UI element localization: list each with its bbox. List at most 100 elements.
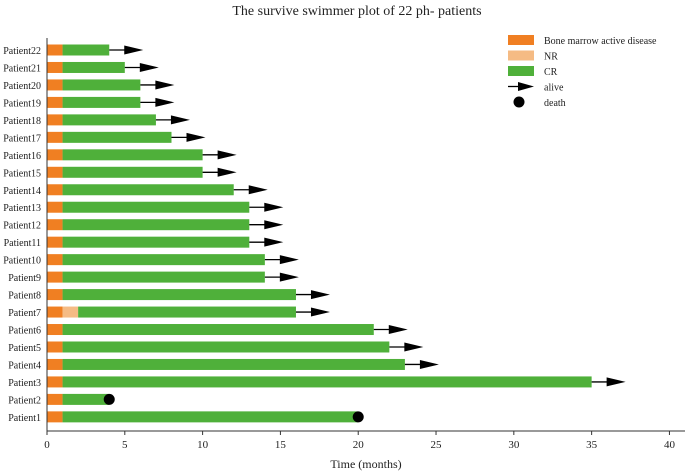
disease-segment: [47, 166, 63, 178]
disease-segment: [47, 219, 63, 231]
alive-arrow: [249, 202, 284, 212]
legend-swatch: [508, 50, 534, 61]
x-tick-label: 30: [508, 439, 520, 451]
patient-row: Patient20: [3, 79, 175, 92]
patient-label: Patient12: [3, 221, 41, 232]
alive-arrow-head: [264, 202, 284, 212]
cr-segment: [62, 201, 250, 213]
alive-arrow: [295, 307, 330, 317]
patient-row: Patient9: [8, 271, 299, 284]
patient-row: Patient4: [8, 358, 439, 371]
alive-arrow: [264, 255, 299, 265]
disease-segment: [47, 61, 63, 73]
alive-arrow-head: [217, 150, 237, 160]
x-tick-label: 25: [431, 439, 443, 451]
legend-label: Bone marrow active disease: [544, 36, 657, 47]
cr-segment: [62, 166, 203, 178]
legend-label: NR: [544, 52, 558, 63]
disease-segment: [47, 149, 63, 161]
patient-row: Patient11: [4, 236, 284, 249]
alive-arrow: [109, 45, 144, 55]
legend-item: Bone marrow active disease: [508, 35, 657, 47]
cr-segment: [62, 96, 141, 108]
disease-segment: [47, 131, 63, 143]
legend-arrow-head: [518, 82, 534, 91]
x-tick-label: 5: [122, 439, 128, 451]
alive-arrow: [249, 237, 284, 247]
patient-row: Patient3: [8, 376, 626, 389]
disease-segment: [47, 114, 63, 126]
disease-segment: [47, 324, 63, 336]
alive-arrow-head: [419, 359, 439, 369]
alive-arrow-head: [217, 167, 237, 177]
disease-segment: [47, 358, 63, 370]
cr-segment: [62, 79, 141, 91]
patient-row: Patient8: [8, 289, 330, 302]
legend-swatch: [508, 35, 534, 45]
alive-arrow-head: [155, 97, 175, 107]
disease-segment: [47, 376, 63, 388]
patient-row: Patient10: [3, 254, 299, 267]
cr-segment: [62, 44, 110, 56]
patient-row: Patient1: [8, 411, 364, 424]
patient-row: Patient14: [3, 184, 268, 197]
alive-arrow-head: [264, 237, 284, 247]
patient-label: Patient18: [3, 116, 41, 127]
legend-swatch: [508, 66, 534, 76]
patient-label: Patient10: [3, 256, 41, 267]
disease-segment: [47, 289, 63, 301]
cr-segment: [62, 131, 172, 143]
patient-label: Patient14: [3, 186, 41, 197]
alive-arrow: [202, 150, 237, 160]
patient-label: Patient1: [8, 413, 41, 424]
patient-label: Patient3: [8, 378, 41, 389]
patient-label: Patient20: [3, 81, 41, 92]
patient-row: Patient5: [8, 341, 424, 354]
alive-arrow: [202, 167, 237, 177]
patient-label: Patient2: [8, 395, 41, 406]
alive-arrow-head: [404, 342, 424, 352]
legend-item: death: [513, 96, 566, 109]
x-tick-label: 0: [44, 439, 50, 451]
cr-segment: [62, 219, 250, 231]
cr-segment: [62, 393, 110, 405]
alive-arrow-head: [124, 45, 144, 55]
alive-arrow: [233, 185, 268, 195]
disease-segment: [47, 44, 63, 56]
alive-arrow-head: [388, 325, 408, 335]
patient-row: Patient7: [8, 306, 330, 319]
alive-arrow: [155, 115, 190, 125]
alive-arrow: [249, 220, 284, 230]
patient-label: Patient13: [3, 203, 41, 214]
legend-item: NR: [508, 50, 558, 63]
nr-segment: [62, 306, 79, 318]
cr-segment: [62, 324, 374, 336]
disease-segment: [47, 306, 63, 318]
cr-segment: [62, 289, 296, 301]
alive-arrow-head: [186, 132, 206, 142]
legend-item: CR: [508, 66, 558, 78]
alive-arrow: [389, 342, 424, 352]
alive-arrow: [171, 132, 206, 142]
cr-segment: [62, 254, 265, 266]
chart-title: The survive swimmer plot of 22 ph- patie…: [232, 4, 481, 19]
patient-label: Patient5: [8, 343, 41, 354]
death-marker: [352, 411, 364, 423]
alive-arrow-head: [248, 185, 268, 195]
disease-segment: [47, 79, 63, 91]
alive-arrow-head: [170, 115, 190, 125]
death-marker: [103, 393, 115, 405]
disease-segment: [47, 341, 63, 353]
cr-segment: [62, 114, 156, 126]
patient-row: Patient12: [3, 219, 284, 232]
alive-arrow: [373, 325, 408, 335]
patient-label: Patient8: [8, 291, 41, 302]
patient-row: Patient22: [3, 44, 144, 57]
alive-arrow-head: [606, 377, 626, 387]
alive-arrow: [404, 359, 439, 369]
disease-segment: [47, 393, 63, 405]
cr-segment: [62, 411, 359, 423]
alive-arrow-head: [155, 80, 175, 90]
alive-arrow-head: [279, 255, 299, 265]
